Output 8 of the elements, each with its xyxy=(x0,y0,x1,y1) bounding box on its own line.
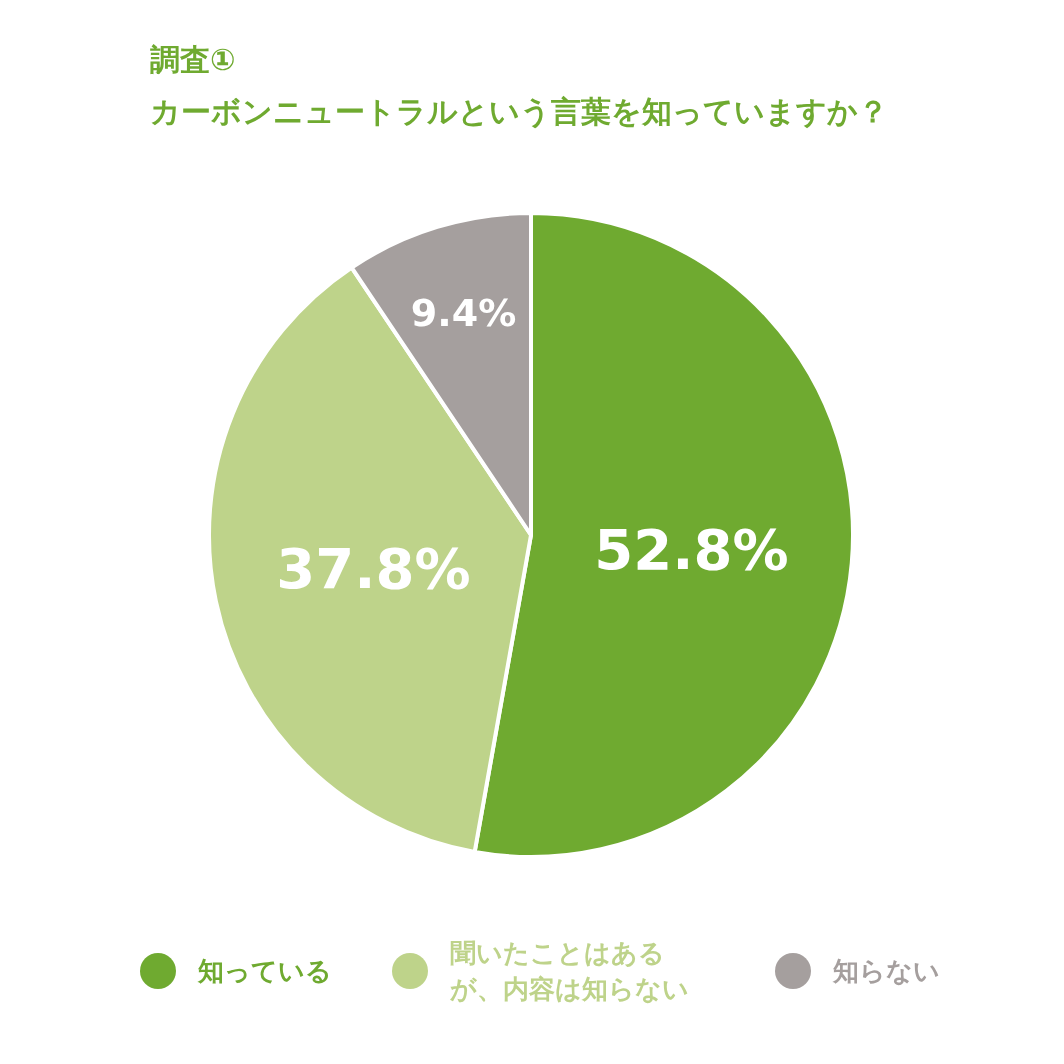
chart-subtitle: カーボンニュートラルという言葉を知っていますか？ xyxy=(150,93,888,131)
data-label: 37.8% xyxy=(276,535,471,601)
legend-label: 知らない xyxy=(833,955,940,989)
data-label: 9.4% xyxy=(410,291,517,336)
data-label: 52.8% xyxy=(594,516,789,582)
legend-label: 聞いたことはあるが、内容は知らない xyxy=(450,937,690,1007)
legend-label: 知っている xyxy=(198,955,332,989)
chart-title: 調査① xyxy=(150,41,236,79)
